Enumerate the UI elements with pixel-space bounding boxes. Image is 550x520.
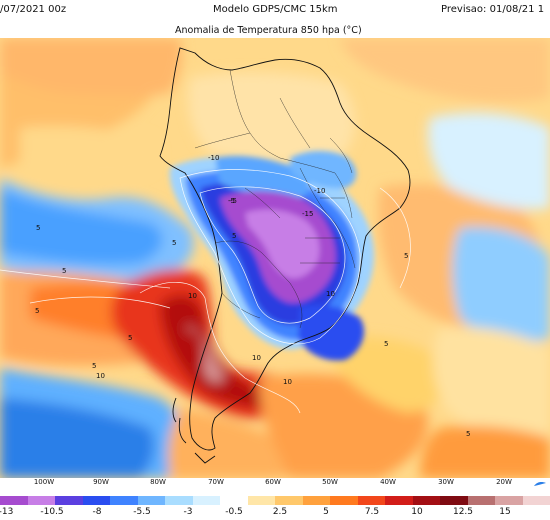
contour-label: 5 [172, 239, 176, 247]
colorbar-segment [247, 496, 276, 505]
colorbar-tick: 2.5 [272, 507, 288, 517]
colorbar-segment [220, 496, 248, 505]
contour-label: 5 [384, 340, 388, 348]
longitude-axis: 100W 90W 80W 70W 60W 50W 40W 30W 20W [0, 478, 550, 492]
colorbar-segment [55, 496, 83, 505]
forecast-date-label: Previsao: 01/08/21 1 [441, 4, 545, 15]
colorbar: -13 -10.5 -8 -5.5 -3 -0.5 2.5 5 7.5 10 1… [0, 496, 550, 520]
contour-label: -5 [228, 197, 235, 205]
colorbar-tick: 12.5 [452, 507, 474, 517]
colorbar-tick: 7.5 [364, 507, 380, 517]
colorbar-tick: -3 [183, 507, 193, 517]
colorbar-tick: -10.5 [40, 507, 64, 517]
anomaly-field: 10 5 -5 -10 -15 -10 -5 5 10 5 10 5 5 10 … [0, 38, 550, 478]
colorbar-tick: -8 [92, 507, 102, 517]
lon-tick-label: 40W [380, 478, 396, 486]
temperature-anomaly-map: 10 5 -5 -10 -15 -10 -5 5 10 5 10 5 5 10 … [0, 38, 550, 478]
colorbar-segment [275, 496, 303, 505]
contour-label: -15 [302, 210, 313, 218]
contour-label: 10 [188, 292, 197, 300]
colorbar-segment [192, 496, 221, 505]
colorbar-tick: 5 [323, 507, 329, 517]
contour-label: 5 [36, 224, 40, 232]
contour-label: -5 [230, 197, 237, 205]
contour-labels: 10 5 -5 -10 -15 -10 -5 5 10 5 10 5 5 10 … [35, 154, 470, 438]
contour-label: 10 [96, 372, 105, 380]
coastline [159, 47, 411, 464]
colorbar-segment [330, 496, 358, 505]
colorbar-segment [137, 496, 166, 505]
lon-tick-label: 70W [208, 478, 224, 486]
colorbar-segment [110, 496, 138, 505]
colorbar-segment [357, 496, 386, 505]
colorbar-segment [165, 496, 193, 505]
colorbar-segment [0, 496, 28, 505]
contour-label: 5 [404, 252, 408, 260]
contour-label: 5 [62, 267, 66, 275]
contour-lines [0, 169, 411, 414]
contour-label: 5 [232, 232, 236, 240]
colorbar-segment [467, 496, 496, 505]
contour-label: -10 [314, 187, 325, 195]
colorbar-tick: -5.5 [133, 507, 151, 517]
contour-label: 5 [35, 307, 39, 315]
map-title: Anomalia de Temperatura 850 hpa (°C) [175, 25, 362, 36]
logo-icon [534, 482, 546, 486]
lon-tick-label: 50W [322, 478, 338, 486]
lon-tick-label: 30W [438, 478, 454, 486]
colorbar-tick: 15 [499, 507, 511, 517]
contour-label: 10 [283, 378, 292, 386]
colorbar-segment [495, 496, 523, 505]
colorbar-segment [412, 496, 441, 505]
map-header: /07/2021 00z Modelo GDPS/CMC 15km Previs… [0, 0, 550, 38]
colorbar-tick: -0.5 [225, 507, 243, 517]
lon-tick-label: 20W [496, 478, 512, 486]
colorbar-segment [82, 496, 111, 505]
colorbar-tick: 10 [411, 507, 423, 517]
contour-label: 5 [128, 334, 132, 342]
contour-label: 10 [252, 354, 261, 362]
lon-tick-label: 60W [265, 478, 281, 486]
model-label: Modelo GDPS/CMC 15km [213, 4, 338, 15]
contour-label: -10 [208, 154, 219, 162]
contour-label: 10 [326, 290, 335, 298]
lon-tick-label: 100W [33, 478, 55, 486]
colorbar-segment [440, 496, 468, 505]
colorbar-strip [0, 496, 550, 505]
contour-label: 5 [466, 430, 470, 438]
colorbar-segment [385, 496, 413, 505]
colorbar-segment [27, 496, 56, 505]
country-borders [194, 69, 356, 329]
init-date-label: /07/2021 00z [0, 4, 67, 15]
contour-label: 5 [92, 362, 96, 370]
colorbar-tick: -13 [0, 507, 14, 517]
colorbar-segment [302, 496, 331, 505]
lon-tick-label: 80W [150, 478, 166, 486]
lon-tick-label: 90W [93, 478, 109, 486]
colorbar-segment [522, 496, 550, 505]
